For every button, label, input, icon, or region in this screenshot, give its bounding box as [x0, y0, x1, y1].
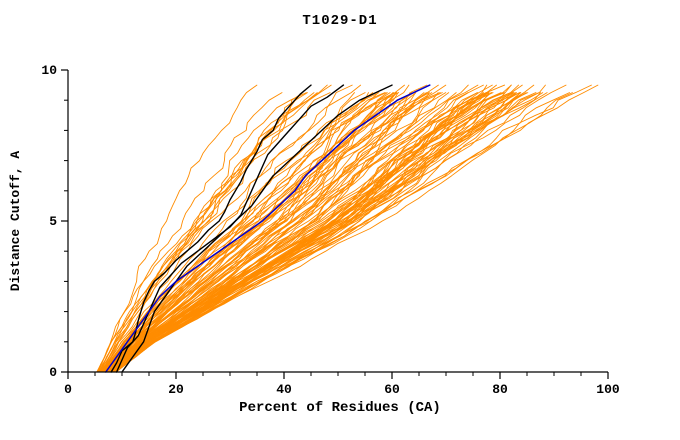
svg-text:100: 100 — [596, 382, 620, 397]
svg-text:0: 0 — [64, 382, 72, 397]
chart-title: T1029-D1 — [302, 13, 378, 29]
x-axis-label: Percent of Residues (CA) — [239, 400, 441, 416]
svg-text:20: 20 — [168, 382, 184, 397]
svg-text:10: 10 — [41, 63, 57, 78]
svg-text:40: 40 — [276, 382, 292, 397]
svg-text:0: 0 — [49, 365, 57, 380]
svg-text:60: 60 — [384, 382, 400, 397]
svg-text:5: 5 — [49, 214, 57, 229]
svg-text:80: 80 — [492, 382, 508, 397]
